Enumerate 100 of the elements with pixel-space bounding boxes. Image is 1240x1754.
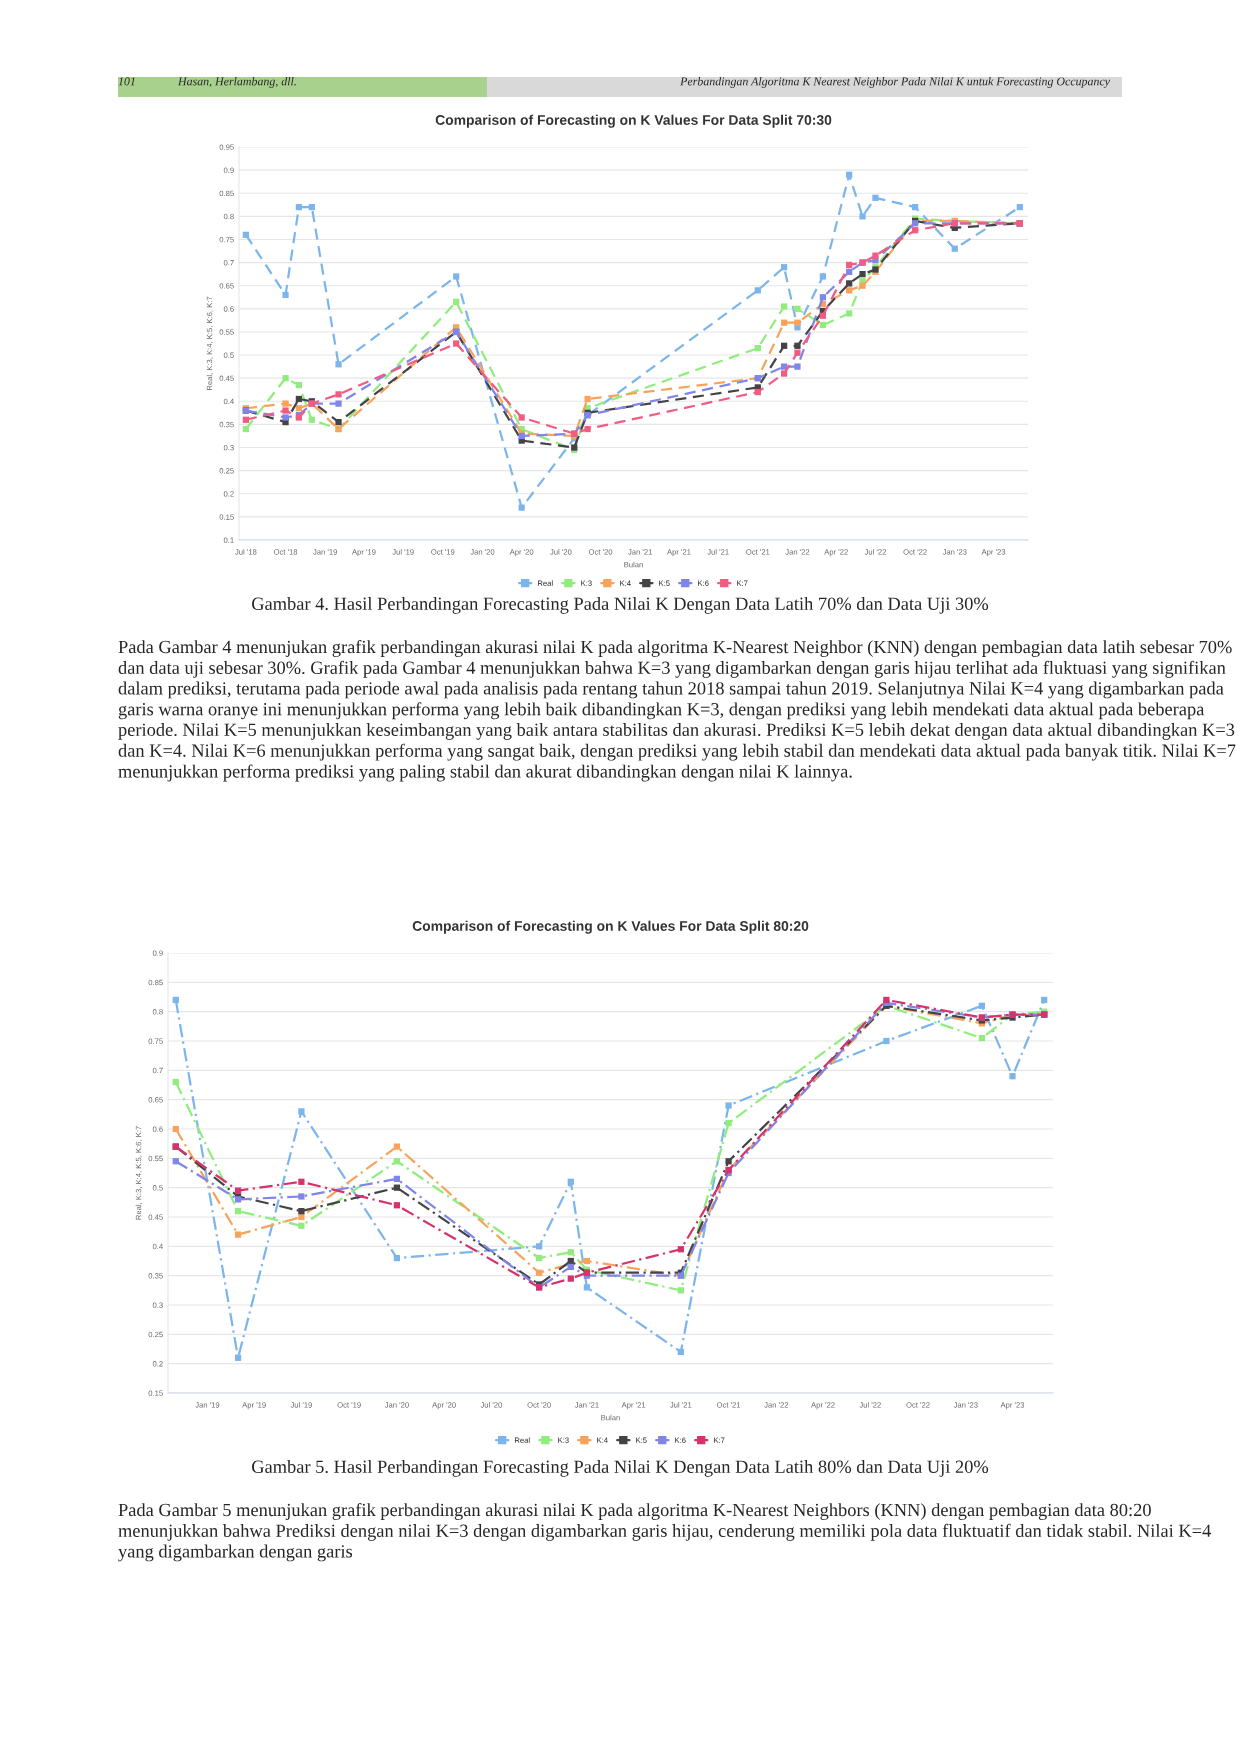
point [754, 345, 761, 352]
chart-title: Comparison of Forecasting on K Values For Data Split 70:30 [435, 114, 832, 128]
point [911, 203, 919, 211]
point [453, 273, 460, 280]
point [859, 282, 866, 289]
point [242, 231, 250, 238]
point [335, 361, 342, 368]
point [794, 349, 801, 356]
point [282, 407, 289, 414]
point [754, 287, 761, 294]
point [308, 203, 315, 211]
point [846, 280, 853, 287]
point [234, 1187, 242, 1194]
point [453, 340, 460, 347]
point [819, 321, 827, 329]
text: Perbandingan Algoritma K Nearest Neighbor Pada Nilai K untuk Forecasting Occupancy [680, 77, 1110, 88]
point [794, 342, 801, 349]
point [911, 227, 919, 234]
text: 101 [118, 77, 135, 86]
point [518, 504, 525, 511]
point [846, 261, 853, 269]
point [583, 1284, 591, 1291]
text: Pada Gambar 4 menunjukan grafik perbandingan akurasi nilai K pada algoritma K-Nearest Neighbor (KNN) dengan pembagian data latih sebesar 70% dan data uji sebesar 30%. Grafik pada Gambar 4 menunjukkan bahwa K=3 yang digambarkan dengan garis hijau terlihat ada fluktuasi yang signifikan dalam prediksi, terutama pada periode awal pada analisis pada rentang tahun 2018 sampai tahun 2019. Selanjutnya Nilai K=4 yang digambarkan pada garis warna oranye ini menunjukkan performa yang lebih baik dibandingkan K=3, dengan prediksi yang lebih mendekati data aktual pada beberapa periode. Nilai K=5 menunjukkan keseimbangan yang baik antara stabilitas dan akurasi. Prediksi K=5 lebih dekat dengan data aktual dibandingkan K=3 dan K=4. Nilai K=6 menunjukkan performa yang sangat baik, dengan prediksi yang lebih stabil dan mendekati data aktual pada banyak titik. Nilai K=7 menunjukkan performa prediksi yang paling stabil dan akurat dibandingkan dengan nilai K lainnya. [118, 640, 1236, 782]
point [951, 245, 958, 252]
point [584, 425, 591, 433]
point [393, 1143, 401, 1150]
point [725, 1102, 732, 1109]
point [295, 381, 303, 389]
text: Gambar 4. Hasil Perbandingan Forecasting Pada Nilai K Dengan Data Latih 70% dan Data Uji 30% [252, 597, 989, 614]
point [518, 414, 525, 421]
chart-title: Comparison of Forecasting on K Values For Data Split 80:20 [412, 920, 809, 934]
point [282, 375, 289, 382]
point [393, 1158, 401, 1165]
text: Gambar 5. Hasil Perbandingan Forecasting Pada Nilai K Dengan Data Latih 80% dan Data Uji 20% [252, 1460, 989, 1477]
point [393, 1202, 401, 1209]
point [298, 1193, 305, 1200]
point [298, 1178, 305, 1185]
point [282, 291, 289, 299]
point [242, 416, 250, 423]
point [282, 400, 289, 407]
point [172, 1078, 179, 1086]
point [978, 1002, 986, 1009]
point [567, 1275, 574, 1282]
point [234, 1354, 242, 1361]
point [725, 1120, 732, 1127]
point [819, 312, 827, 319]
point [234, 1231, 242, 1238]
point [794, 363, 801, 370]
point [846, 310, 853, 317]
point [677, 1287, 684, 1294]
point [295, 203, 303, 211]
point [794, 319, 801, 326]
point [677, 1246, 684, 1253]
point [172, 1158, 179, 1165]
point [295, 395, 303, 403]
point [819, 294, 827, 301]
point [754, 388, 761, 396]
point [335, 418, 342, 426]
point [393, 1175, 401, 1182]
point [335, 400, 342, 407]
point [335, 391, 342, 398]
point [536, 1254, 543, 1262]
point [819, 273, 827, 280]
point [536, 1243, 543, 1250]
point [978, 1034, 986, 1042]
point [583, 1257, 591, 1265]
point [872, 252, 879, 259]
point [1009, 1073, 1016, 1080]
point [846, 268, 853, 275]
point [298, 1108, 305, 1115]
point [883, 1037, 890, 1045]
point [780, 319, 788, 326]
point [298, 1208, 305, 1215]
point [536, 1269, 543, 1276]
text: Hasan, Herlambang, dll. [177, 77, 296, 88]
point [677, 1348, 684, 1356]
point [794, 305, 801, 312]
point [393, 1184, 401, 1191]
point [298, 1222, 305, 1229]
point [282, 414, 289, 421]
point [780, 370, 788, 377]
point [298, 1213, 305, 1221]
point [172, 996, 179, 1004]
point [234, 1208, 242, 1215]
point [393, 1254, 401, 1262]
point [872, 194, 879, 201]
point [453, 298, 460, 306]
point [859, 271, 866, 278]
point [846, 287, 853, 294]
point [846, 171, 853, 178]
point [1041, 996, 1048, 1004]
point [584, 395, 591, 403]
point [780, 363, 788, 370]
point [295, 405, 303, 412]
point [308, 416, 315, 423]
point [1016, 203, 1023, 211]
point [780, 342, 788, 349]
point [567, 1249, 574, 1256]
point [859, 213, 866, 220]
point [780, 264, 788, 271]
